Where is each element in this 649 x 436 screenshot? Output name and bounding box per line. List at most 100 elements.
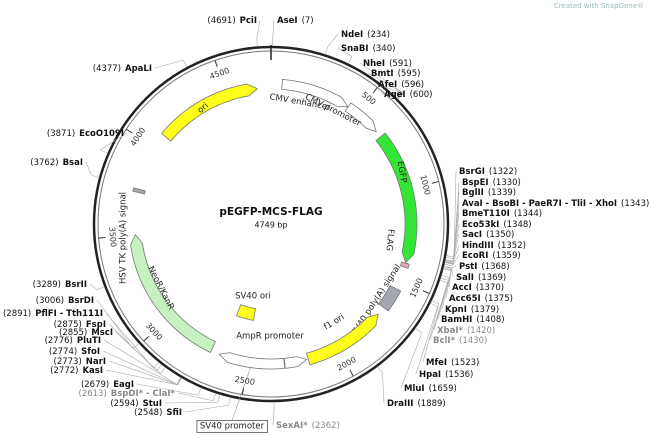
site-leader (96, 299, 140, 350)
site-name: MfeI (426, 358, 447, 368)
site-position: (2773) (54, 357, 82, 367)
plasmid-length: 4749 bp (254, 221, 287, 230)
site-position: (1523) (451, 358, 479, 368)
site-leader (415, 302, 438, 375)
site-name: MscI (91, 328, 113, 338)
site-leader (324, 33, 339, 55)
site-name: NheI (363, 59, 385, 69)
site-position: (1339) (488, 188, 516, 198)
site-leader (443, 266, 452, 288)
site-name: BamHI (441, 315, 472, 325)
site-position: (596) (401, 80, 424, 90)
feature-leader (231, 367, 251, 421)
site-leader (272, 19, 275, 47)
site-label: DraIII (1889) (387, 399, 446, 409)
site-leader (256, 19, 261, 47)
site-name: BmtI (371, 69, 394, 79)
site-position: (600) (410, 90, 433, 100)
site-name: BsaI (63, 158, 83, 168)
site-label: (3871) EcoO109I (47, 129, 124, 139)
site-label: BglII (1339) (462, 188, 516, 198)
site-position: (1420) (467, 326, 495, 336)
site-name: Acc65I (449, 294, 481, 304)
site-label: MluI (1659) (404, 384, 457, 394)
site-position: (2594) (110, 399, 138, 409)
site-label: (3762) BsaI (30, 158, 83, 168)
site-label: (2891) PflFI - Tth111I (3, 309, 103, 319)
site-name: PluTI (77, 336, 101, 346)
site-label: (2772) KasI (50, 366, 103, 376)
site-name: AvaI - BsoBI - PaeR7I - TliI - XhoI (462, 199, 617, 209)
site-name: SacI (462, 230, 482, 240)
site-position: (3006) (36, 296, 64, 306)
site-name: Eco53kI (462, 220, 499, 230)
site-name: NarI (86, 357, 106, 367)
tick-mark (431, 181, 439, 184)
site-label: (2594) StuI (110, 399, 162, 409)
site-leader (103, 339, 182, 385)
site-label: (4377) ApaLI (93, 64, 152, 74)
site-position: (1536) (445, 370, 473, 380)
site-position: (2774) (49, 347, 77, 357)
site-label: AgeI (600) (384, 90, 432, 100)
site-name: EagI (113, 380, 134, 390)
site-leader (444, 244, 460, 265)
site-position: (1379) (471, 305, 499, 315)
feature-label: f1 ori (322, 312, 346, 332)
tick-mark (241, 387, 245, 395)
tick-label: 1000 (418, 174, 432, 196)
site-name: BspDI* - ClaI* (111, 389, 176, 399)
site-position: (1370) (476, 283, 504, 293)
site-label: HindIII (1352) (462, 241, 526, 251)
feature-arc (218, 352, 286, 370)
site-name: SfoI (81, 347, 100, 357)
tick-mark (372, 87, 378, 94)
tick-label: 3500 (107, 226, 118, 247)
site-position: (234) (367, 30, 390, 40)
site-position: (2772) (50, 366, 78, 376)
site-name: StuI (143, 399, 162, 409)
feature-label: AmpR promoter (236, 332, 304, 342)
site-name: BspEI (462, 178, 489, 188)
site-name: HindIII (462, 241, 494, 251)
site-name: SfiI (166, 408, 182, 418)
site-leader (177, 392, 217, 402)
site-position: (595) (398, 69, 421, 79)
site-label: HpaI (1536) (419, 370, 473, 380)
site-position: (3289) (33, 280, 61, 290)
tick-mark (349, 369, 354, 377)
site-leader (99, 132, 128, 154)
site-label: BmtI (595) (371, 69, 420, 79)
site-leader (89, 283, 105, 291)
feature-arc (161, 83, 259, 142)
feature-label: FLAG (384, 229, 396, 252)
site-leader (108, 323, 162, 372)
site-label: NheI (591) (363, 59, 412, 69)
feature-arc (378, 285, 402, 312)
site-label: (2773) NarI (54, 357, 106, 367)
site-leader (374, 83, 404, 99)
site-name: SalI (456, 273, 474, 283)
site-name: AccI (452, 283, 472, 293)
site-label: PstI (1368) (459, 262, 510, 272)
feature-arc (283, 356, 308, 369)
site-position: (1408) (476, 315, 504, 325)
site-name: EcoRI (462, 251, 488, 261)
tick-label: 1500 (408, 277, 424, 299)
site-position: (1343) (621, 199, 649, 209)
site-label: (2875) FspI (54, 320, 106, 330)
sites: AseI (7) NdeI (234) SnaBI (340) NheI (591)BmtI (… (3, 16, 649, 431)
site-position: (2613) (79, 389, 107, 399)
site-label: BmeT110I (1344) (462, 209, 542, 219)
feature-arc (130, 233, 217, 353)
site-position: (2776) (45, 336, 73, 346)
site-label: BclI* (1430) (433, 336, 487, 346)
site-leader (184, 397, 231, 413)
site-position: (1352) (498, 241, 526, 251)
feature-arc (236, 303, 257, 321)
site-label: (4691) PciI (207, 16, 257, 26)
site-leader (154, 59, 188, 69)
site-label: (2548) SfiI (134, 408, 182, 418)
feature-label: SV40 promoter (200, 422, 265, 432)
